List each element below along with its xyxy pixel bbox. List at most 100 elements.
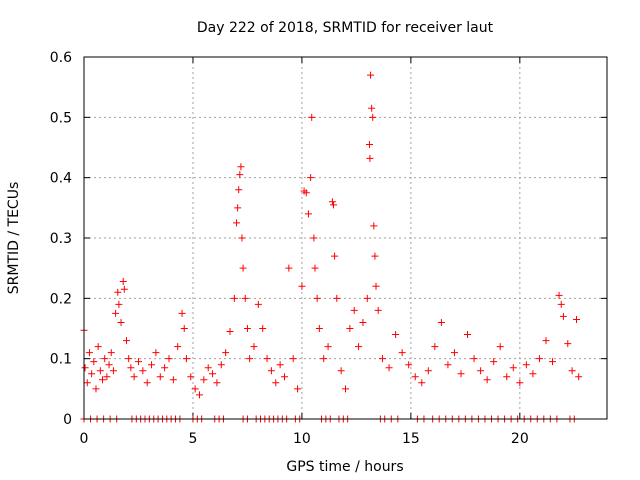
data-point	[464, 331, 472, 339]
data-point	[161, 364, 169, 372]
data-point	[90, 358, 98, 366]
data-point	[234, 204, 242, 212]
data-point	[115, 300, 123, 308]
x-tick-label: 0	[80, 431, 89, 447]
data-point	[398, 349, 406, 357]
data-point	[307, 174, 315, 182]
data-point	[328, 198, 336, 206]
tick-labels: 0 5 10 15 20 0 0.1 0.2 0.3 0.4 0.5 0.6	[50, 50, 529, 447]
data-point	[226, 328, 234, 336]
data-point	[346, 325, 354, 332]
data-point	[555, 291, 563, 299]
data-point	[81, 364, 89, 372]
data-point	[143, 379, 151, 387]
data-point	[254, 300, 262, 308]
data-point	[99, 376, 107, 384]
data-point	[370, 222, 378, 230]
data-point	[374, 306, 382, 314]
data-point	[457, 370, 465, 378]
x-axis-label: GPS time / hours	[286, 459, 403, 475]
data-point	[259, 325, 267, 332]
data-point	[437, 318, 445, 326]
data-point	[542, 337, 550, 345]
data-point	[85, 349, 93, 357]
y-tick-label: 0.2	[50, 291, 72, 307]
data-point	[366, 154, 374, 162]
data-point	[330, 201, 338, 209]
data-point	[233, 219, 241, 227]
data-point	[522, 361, 530, 369]
data-point	[304, 210, 312, 218]
data-point	[444, 361, 452, 369]
data-point	[470, 355, 478, 363]
data-point	[490, 358, 498, 366]
data-point	[94, 343, 102, 351]
data-point	[243, 325, 251, 332]
data-point	[372, 282, 380, 290]
data-point	[125, 355, 133, 363]
y-tick-label: 0	[63, 412, 72, 428]
grid	[84, 57, 607, 419]
data-point	[267, 367, 275, 375]
data-point	[105, 361, 113, 369]
data-point	[107, 349, 115, 357]
data-point	[509, 364, 517, 372]
data-point	[156, 373, 164, 381]
data-point	[96, 367, 104, 375]
data-point	[191, 385, 199, 393]
data-point	[178, 309, 186, 317]
data-point	[280, 373, 288, 381]
data-point	[529, 370, 537, 378]
data-point	[572, 315, 580, 323]
data-point	[139, 367, 147, 375]
data-point	[350, 306, 358, 314]
data-point	[148, 361, 156, 369]
data-point	[450, 349, 458, 357]
data-point	[127, 364, 135, 372]
data-point	[119, 277, 127, 285]
data-point	[310, 234, 318, 242]
data-point	[134, 358, 142, 366]
data-point	[559, 312, 567, 320]
data-point	[204, 364, 212, 372]
x-tick-label: 10	[293, 431, 311, 447]
data-point	[557, 300, 565, 308]
data-point	[535, 355, 543, 363]
x-tick-label: 5	[188, 431, 197, 447]
data-point	[496, 343, 504, 351]
data-point	[313, 294, 321, 302]
data-point	[368, 104, 376, 112]
data-point	[385, 364, 393, 372]
data-point	[575, 373, 583, 381]
y-tick-label: 0.6	[50, 50, 72, 66]
data-point	[418, 379, 426, 387]
data-point	[122, 337, 130, 345]
data-point	[379, 355, 387, 363]
data-point	[88, 370, 96, 378]
data-point	[250, 343, 258, 351]
data-point	[367, 71, 375, 79]
data-point	[263, 355, 271, 363]
data-point	[222, 349, 230, 357]
data-point	[359, 318, 367, 326]
data-point	[152, 349, 160, 357]
data-point	[272, 379, 280, 387]
y-tick-label: 0.1	[50, 352, 72, 368]
data-point	[405, 361, 413, 369]
data-point	[365, 140, 373, 148]
data-point	[182, 355, 190, 363]
data-point	[101, 355, 109, 363]
data-point	[424, 367, 432, 375]
data-point	[342, 385, 349, 393]
data-point	[238, 234, 246, 242]
data-point	[308, 113, 316, 121]
data-point	[130, 373, 138, 381]
data-point	[241, 294, 249, 302]
data-point	[217, 361, 225, 369]
data-point	[564, 340, 572, 348]
data-point	[477, 367, 485, 375]
data-point	[483, 376, 491, 384]
data-point	[411, 373, 419, 381]
